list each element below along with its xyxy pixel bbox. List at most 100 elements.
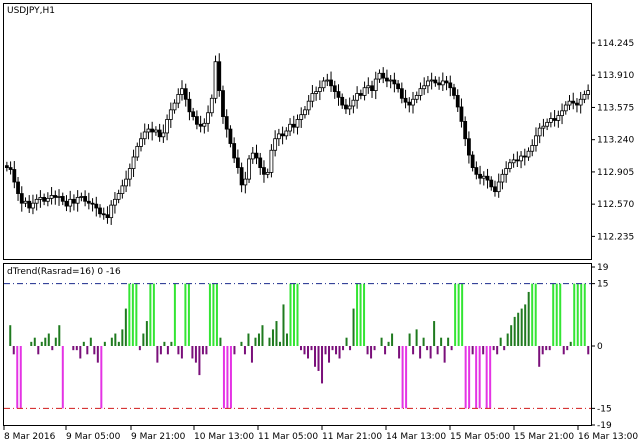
candle-down — [228, 128, 233, 144]
candle-down — [329, 79, 333, 87]
bar-down — [328, 346, 331, 363]
price-tick-label: 112.905 — [597, 168, 634, 178]
indicator-tick-label: 19 — [597, 263, 609, 273]
time-tick-label: 15 Mar 05:00 — [450, 432, 510, 442]
bar-down — [370, 346, 373, 359]
candle-up — [429, 79, 434, 82]
bar-up — [433, 321, 436, 346]
bar-down — [96, 346, 99, 363]
candle-down — [254, 152, 259, 159]
candle-up — [180, 88, 184, 95]
candle-up — [414, 95, 419, 100]
candle-down — [64, 200, 69, 207]
bar-down-strong — [100, 346, 103, 409]
indicator-tick-label: 15 — [597, 280, 608, 290]
candle-up — [250, 152, 255, 160]
bar-up — [447, 337, 450, 346]
dtrend-histogram — [9, 283, 590, 409]
candle-up — [530, 145, 535, 152]
time-tick-label: 9 Mar 05:00 — [66, 432, 121, 442]
candle-down — [571, 100, 576, 104]
bar-up-strong — [149, 283, 152, 346]
candle-down — [150, 128, 155, 133]
candle-down — [98, 207, 102, 215]
price-tick-label: 114.245 — [597, 39, 634, 49]
candle-down — [198, 123, 203, 127]
bar-up — [145, 321, 148, 346]
price-tick-label: 112.570 — [597, 200, 634, 210]
bar-up — [440, 337, 443, 346]
bar-up — [163, 341, 166, 346]
bar-down-strong — [478, 346, 481, 409]
bar-up-strong — [356, 283, 359, 346]
candle-down — [27, 200, 32, 209]
candle-up — [49, 195, 54, 199]
bar-down — [545, 346, 548, 351]
candle-down — [332, 85, 337, 92]
candle-up — [418, 88, 423, 96]
bar-down-strong — [489, 346, 492, 409]
bar-up — [278, 341, 281, 346]
candlestick-series — [4, 53, 591, 225]
bar-up-strong — [292, 283, 295, 346]
bar-up — [415, 329, 418, 346]
bar-down — [303, 346, 306, 355]
bar-down — [321, 346, 324, 384]
bar-down-strong — [229, 346, 232, 409]
candle-up — [545, 121, 550, 127]
bar-up — [391, 333, 394, 346]
bar-down — [450, 346, 453, 351]
bar-up-strong — [289, 283, 292, 346]
bar-down — [75, 346, 78, 351]
bar-down — [233, 346, 236, 355]
bar-down — [317, 346, 320, 371]
bar-up-strong — [184, 283, 187, 346]
bar-down — [587, 346, 590, 355]
symbol-label: USDJPY,H1 — [7, 6, 55, 16]
candle-down — [239, 167, 244, 186]
candle-up — [176, 94, 181, 104]
candle-up — [247, 158, 251, 180]
candle-down — [101, 213, 106, 216]
candle-down — [105, 214, 110, 219]
candle-up — [154, 129, 158, 133]
candle-down — [493, 186, 497, 193]
candle-up — [355, 93, 360, 101]
candle-up — [563, 104, 568, 112]
bar-down — [156, 346, 159, 363]
bar-up — [282, 304, 285, 346]
candle-down — [187, 98, 192, 113]
candle-down — [344, 104, 348, 110]
bar-down-strong — [475, 346, 478, 409]
candle-down — [396, 83, 401, 90]
candle-up — [295, 119, 300, 128]
bar-down — [159, 346, 162, 355]
candle-up — [578, 98, 583, 106]
candle-down — [370, 85, 374, 92]
candle-down — [437, 82, 441, 86]
bar-down — [471, 346, 474, 355]
candle-up — [500, 173, 505, 183]
candle-up — [366, 85, 371, 89]
candle-down — [4, 165, 9, 168]
candle-down — [452, 87, 456, 96]
candle-up — [496, 181, 501, 193]
bar-down-strong — [19, 346, 22, 409]
candle-up — [269, 149, 274, 173]
bar-down-strong — [226, 346, 229, 409]
candle-up — [534, 135, 538, 146]
bar-down — [503, 346, 506, 351]
bar-up — [527, 291, 530, 346]
bar-up — [261, 325, 264, 346]
candle-up — [537, 127, 542, 137]
candle-down — [258, 157, 263, 168]
bar-up — [513, 316, 516, 346]
candle-up — [288, 123, 292, 132]
candle-down — [575, 102, 579, 106]
bar-up — [117, 341, 120, 346]
bar-up — [569, 341, 572, 346]
candle-down — [336, 91, 341, 98]
bar-down — [79, 346, 82, 359]
bar-down — [51, 346, 54, 351]
time-tick-label: 10 Mar 13:00 — [194, 432, 254, 442]
